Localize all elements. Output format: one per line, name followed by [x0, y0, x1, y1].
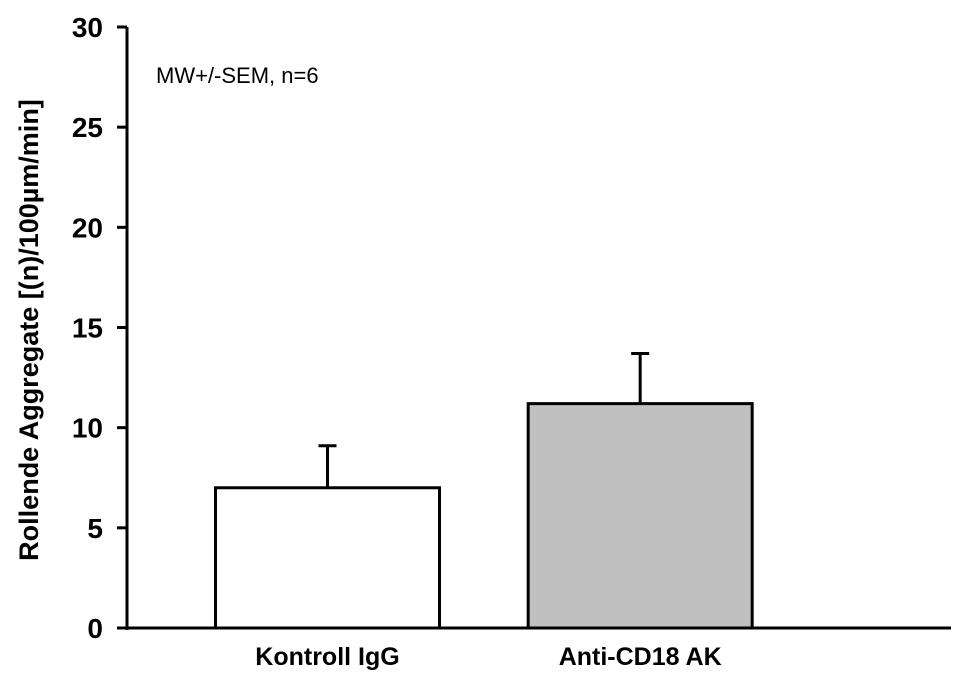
bar — [214, 486, 442, 630]
y-axis-ticks: 0 5 10 15 20 25 30 — [72, 12, 127, 644]
y-tick-label: 20 — [72, 212, 103, 243]
y-axis-title: Rollende Aggregate [(n)/100µm/min] — [14, 99, 44, 561]
y-tick-label: 10 — [72, 413, 103, 444]
category-label: Anti-CD18 AK — [559, 643, 722, 671]
bar — [526, 402, 754, 630]
annotation-text: MW+/-SEM, n=6 — [156, 63, 319, 88]
error-bars — [318, 352, 650, 488]
category-labels: Kontroll IgG Anti-CD18 AK — [255, 643, 721, 671]
y-tick-label: 15 — [72, 313, 103, 344]
y-tick-label: 5 — [87, 513, 103, 544]
y-tick-label: 30 — [72, 12, 103, 43]
y-tick-label: 0 — [87, 613, 103, 644]
category-label: Kontroll IgG — [255, 643, 399, 671]
y-tick-label: 25 — [72, 112, 103, 143]
bars — [214, 402, 754, 630]
